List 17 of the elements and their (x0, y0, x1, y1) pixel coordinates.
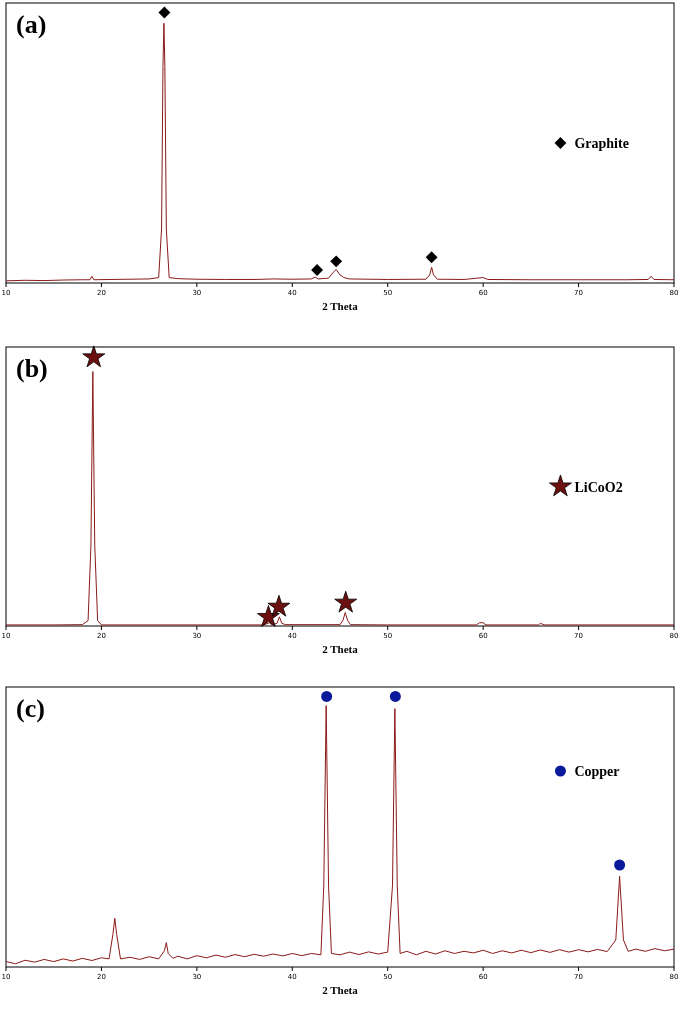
x-axis-title: 2 Theta (322, 300, 359, 312)
point (425, 251, 438, 264)
chart-title: (a) (16, 10, 47, 39)
legend-label: Graphite (574, 136, 629, 151)
legend-label: LiCoO2 (574, 479, 623, 495)
point (158, 6, 171, 19)
point (82, 345, 106, 368)
point (330, 255, 343, 268)
chart-title: (c) (16, 694, 45, 723)
x-axis-title: 2 Theta (322, 643, 359, 655)
point (311, 264, 324, 276)
point (267, 594, 291, 617)
point (257, 605, 280, 627)
x-axis-title: 2 Theta (322, 984, 359, 996)
point (334, 590, 358, 613)
legend-label: Copper (574, 764, 620, 779)
chart-title: (b) (16, 354, 48, 383)
